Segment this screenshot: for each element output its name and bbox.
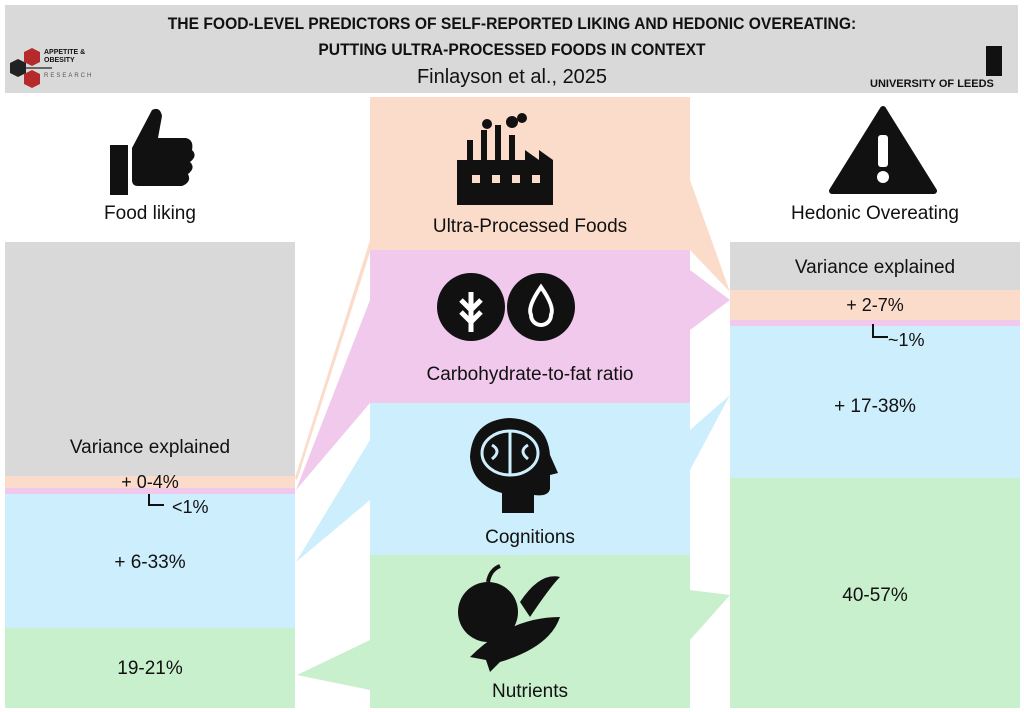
- connector-nutrients-right: [690, 590, 730, 640]
- left-variance-label: Variance explained: [69, 437, 231, 458]
- carbfat-icons: [437, 273, 575, 341]
- left-nutrients-block: [5, 628, 295, 708]
- logo-text-3: RESEARCH: [44, 73, 94, 79]
- brain-head-icon: [470, 418, 558, 513]
- nutrients-label: Nutrients: [491, 681, 569, 702]
- left-carbfat-block: [5, 488, 295, 494]
- leeds-tower-icon: [986, 46, 1002, 76]
- warning-icon: [829, 106, 937, 194]
- university-logo-text: UNIVERSITY OF LEEDS: [870, 78, 994, 90]
- right-upf-value: + 2-7%: [846, 295, 904, 315]
- right-variance-label: Variance explained: [794, 257, 956, 278]
- left-nutrients-value: 19-21%: [117, 658, 183, 679]
- title-line-1: THE FOOD-LEVEL PREDICTORS OF SELF-REPORT…: [167, 14, 857, 33]
- wheat-icon: [437, 273, 505, 341]
- citation: Finlayson et al., 2025: [416, 66, 608, 88]
- right-cognitions-block: [730, 326, 1020, 478]
- right-nutrients-block: [730, 478, 1020, 708]
- left-variance-block: [5, 242, 295, 476]
- left-upf-value: + 0-4%: [121, 472, 179, 492]
- left-upf-block: [5, 476, 295, 488]
- connector-upf-right: [690, 180, 730, 292]
- right-variance-block: [730, 242, 1020, 290]
- bracket-icon: [148, 494, 164, 506]
- upf-label: Ultra-Processed Foods: [432, 216, 628, 237]
- right-carbfat-block: [730, 320, 1020, 326]
- connector-carbfat-right: [690, 270, 730, 330]
- left-cognitions-block: [5, 494, 295, 628]
- hedonic-overeating-title: Hedonic Overeating: [791, 203, 959, 224]
- carbfat-label: Carbohydrate-to-fat ratio: [426, 364, 634, 385]
- appetite-obesity-logo: APPETITE & OBESITY RESEARCH: [8, 46, 108, 90]
- factory-icon: [457, 113, 553, 205]
- right-cognitions-value: + 17-38%: [834, 396, 916, 417]
- connector-carbfat-left: [296, 300, 370, 490]
- right-upf-block: [730, 290, 1020, 320]
- hexagon-logo-icon: [10, 48, 52, 88]
- thumbs-up-icon: [110, 108, 195, 195]
- left-cognitions-value: + 6-33%: [114, 552, 186, 573]
- header-banner: [5, 5, 1018, 93]
- droplet-icon: [507, 273, 575, 341]
- food-liking-title: Food liking: [104, 203, 196, 224]
- connector-cognitions-left: [296, 440, 370, 562]
- connector-nutrients-left: [297, 640, 370, 690]
- food-icon: [458, 564, 560, 672]
- cognitions-label: Cognitions: [485, 527, 575, 548]
- logo-text-1: APPETITE &: [44, 49, 86, 56]
- right-carbfat-value: ~1%: [888, 330, 925, 350]
- bracket-icon: [872, 324, 888, 338]
- left-carbfat-value: <1%: [172, 497, 209, 517]
- title-line-2: PUTTING ULTRA-PROCESSED FOODS IN CONTEXT: [318, 40, 706, 59]
- connector-cognitions-right: [690, 395, 730, 470]
- logo-text-2: OBESITY: [44, 57, 75, 64]
- right-nutrients-value: 40-57%: [842, 585, 908, 606]
- connector-upf-left: [295, 240, 370, 480]
